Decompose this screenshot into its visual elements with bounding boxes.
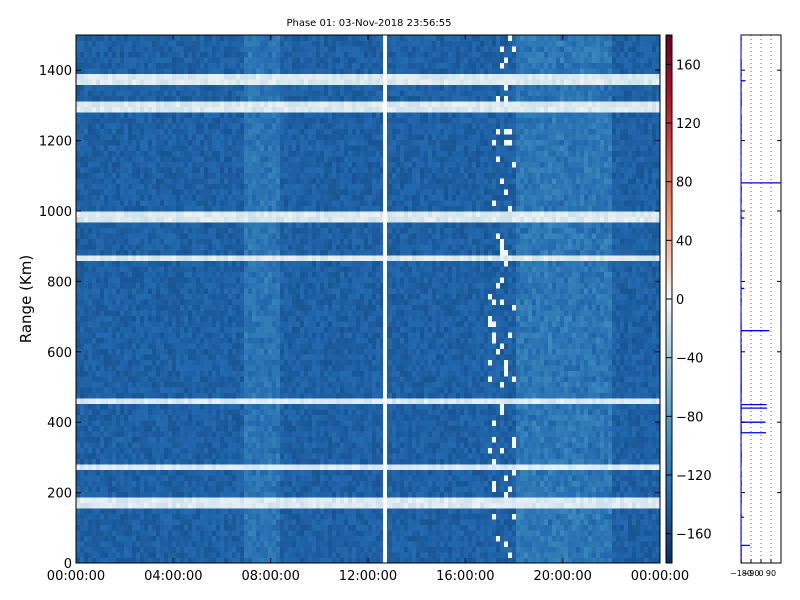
heatmap-plot: 00:00:00 04:00:00 08:00:00 12:00:00 16:00:00… (39, 34, 689, 584)
y-axis: 0 200 400 600 800 1000 1200 1400 (39, 64, 660, 572)
y-tick-label: 1200 (39, 135, 72, 150)
chart-title: Phase 01: 03-Nov-2018 23:56:55 (286, 18, 451, 29)
colorbar-tick-label: −80 (676, 410, 703, 425)
x-axis: 00:00:00 04:00:00 08:00:00 12:00:00 16:00:00… (47, 35, 689, 584)
side-x-tick-label: −180 (730, 569, 752, 578)
colorbar-tick-label: −120 (676, 469, 712, 484)
y-axis-label: Range (Km) (17, 255, 35, 343)
colorbar-tick-label: 120 (676, 117, 701, 132)
colorbar-tick-label: 40 (676, 234, 693, 249)
side-panel: −180−90 0 90 (730, 34, 782, 578)
y-tick-label: 1400 (39, 64, 72, 79)
colorbar-tick-label: −160 (676, 528, 712, 543)
data-gap (383, 35, 387, 563)
x-tick-label: 00:00:00 (47, 569, 105, 584)
x-tick-label: 04:00:00 (144, 569, 202, 584)
y-tick-label: 600 (47, 346, 72, 361)
y-tick-label: 1000 (39, 205, 72, 220)
colorbar-tick-label: 80 (676, 176, 693, 191)
heatmap-cells (76, 35, 661, 564)
side-x-tick-label: 0 (758, 569, 763, 578)
x-tick-label: 08:00:00 (241, 569, 299, 584)
y-tick-label: 0 (64, 557, 72, 572)
side-panel-y-ticks (741, 69, 781, 564)
colorbar-tick-label: −40 (676, 352, 703, 367)
side-panel-x-axis: −180−90 0 90 (730, 559, 776, 578)
colorbar-tick-label: 0 (676, 293, 684, 308)
colorbar: 160 120 80 40 0 −40 −80 −120 −160 (665, 34, 712, 564)
colorbar-ticks: 160 120 80 40 0 −40 −80 −120 −160 (666, 58, 712, 543)
y-tick-label: 800 (47, 275, 72, 290)
x-tick-label: 12:00:00 (339, 569, 397, 584)
side-panel-profile (740, 34, 781, 563)
side-x-tick-label: −90 (743, 569, 760, 578)
y-tick-label: 400 (47, 416, 72, 431)
x-tick-label: 20:00:00 (533, 569, 591, 584)
y-tick-label: 200 (47, 487, 72, 502)
x-tick-label: 00:00:00 (631, 569, 689, 584)
x-tick-label: 16:00:00 (436, 569, 494, 584)
side-x-tick-label: 90 (766, 569, 776, 578)
colorbar-tick-label: 160 (676, 58, 701, 73)
